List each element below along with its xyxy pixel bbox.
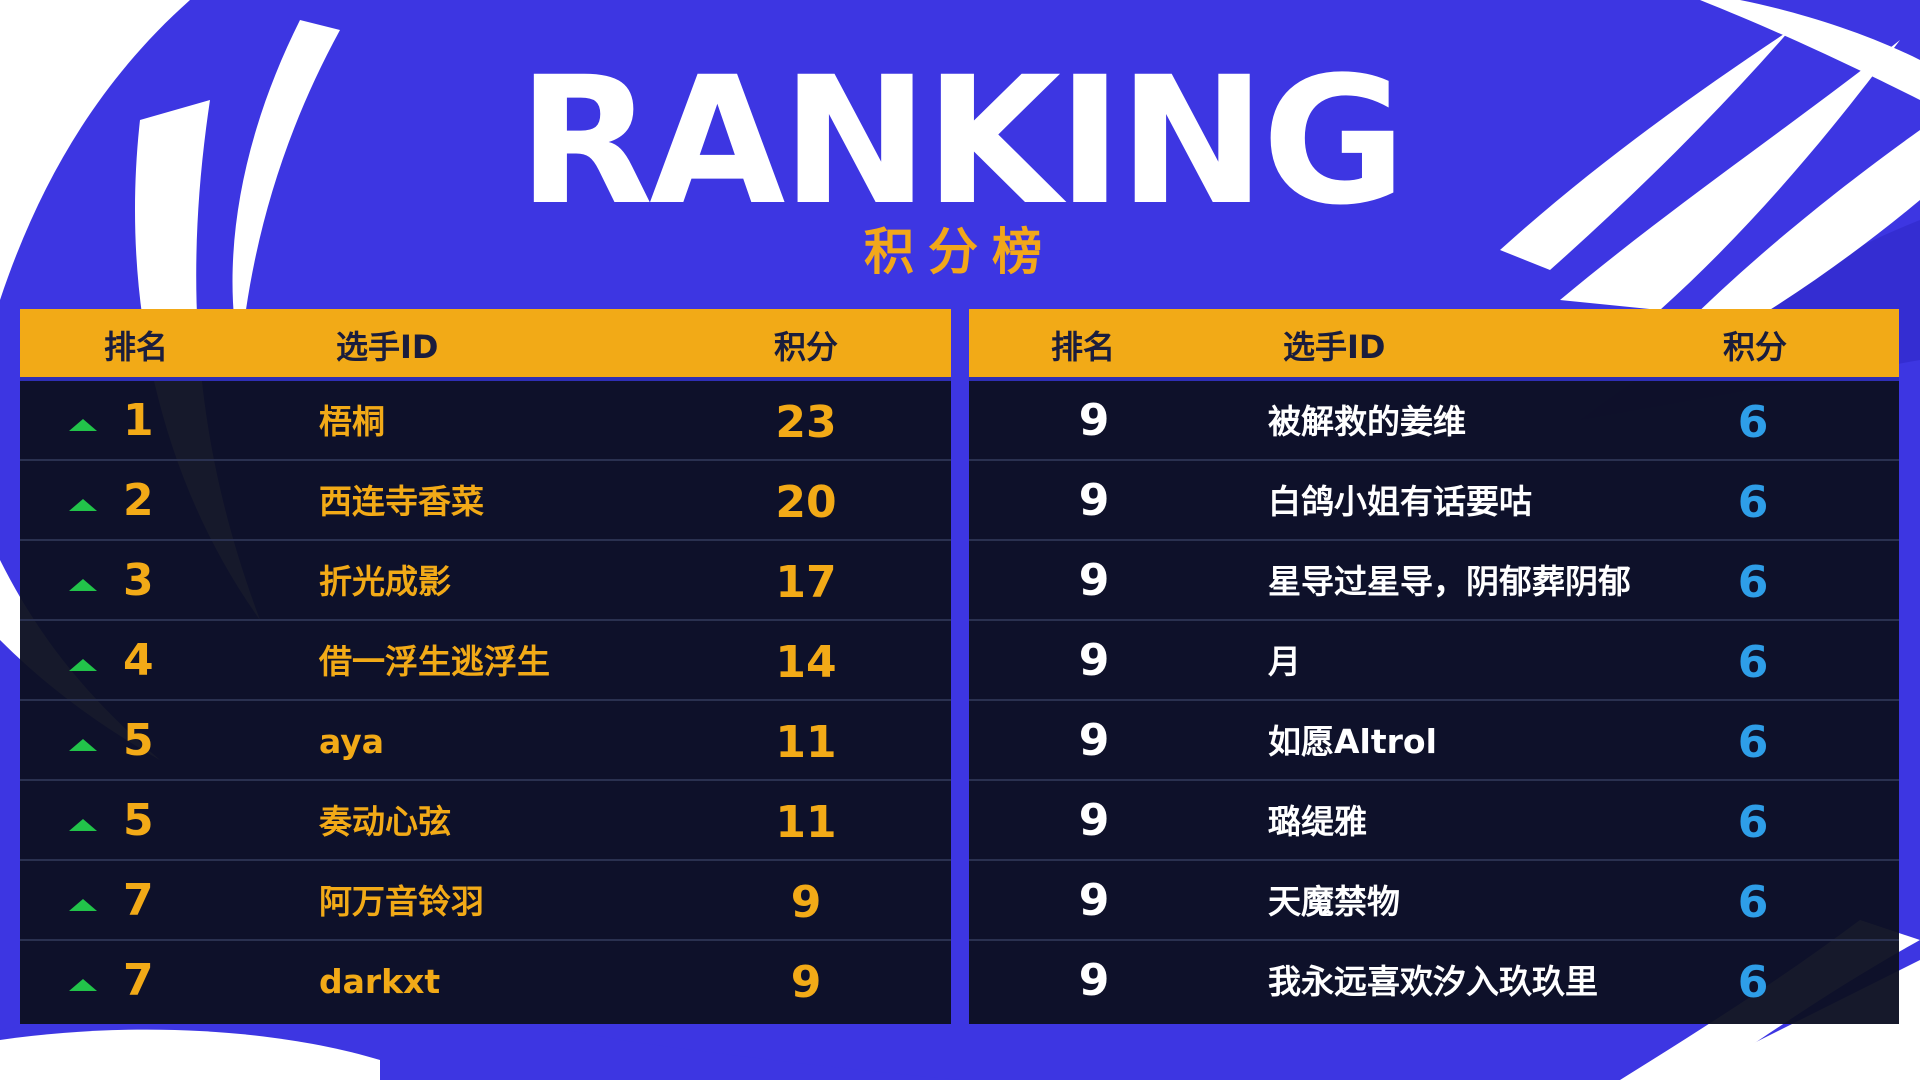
table-row: 3 折光成影 17 [20, 541, 951, 621]
table-row: 5 aya 11 [20, 701, 951, 781]
up-arrow-icon [69, 819, 97, 831]
player-id: 奏动心弦 [319, 802, 451, 841]
score-value: 6 [1737, 717, 1769, 768]
score-value: 6 [1737, 637, 1769, 688]
rank-value: 3 [123, 555, 154, 606]
rank-value: 2 [123, 475, 154, 526]
score-value: 9 [790, 957, 822, 1008]
player-id: 月 [1268, 642, 1301, 681]
rank-value: 7 [123, 955, 154, 1006]
player-id: 天魔禁物 [1268, 882, 1400, 921]
up-arrow-icon [69, 499, 97, 511]
rank-value: 9 [1078, 635, 1110, 686]
score-value: 6 [1737, 557, 1769, 608]
score-value: 11 [775, 797, 837, 848]
page-title: RANKING [517, 39, 1407, 244]
player-id: 我永远喜欢汐入玖玖里 [1268, 962, 1598, 1001]
table-row: 9 如愿Altrol 6 [969, 701, 1899, 781]
table-header: 排名 选手ID 积分 [969, 309, 1899, 381]
player-id: darkxt [319, 962, 441, 1001]
up-arrow-icon [69, 579, 97, 591]
score-value: 11 [775, 717, 837, 768]
up-arrow-icon [69, 899, 97, 911]
rank-value: 9 [1078, 875, 1110, 926]
table-row: 7 阿万音铃羽 9 [20, 861, 951, 941]
header-player-id: 选手ID [1283, 328, 1386, 366]
up-arrow-icon [69, 419, 97, 431]
table-row: 9 璐缇雅 6 [969, 781, 1899, 861]
score-value: 6 [1737, 877, 1769, 928]
table-row: 5 奏动心弦 11 [20, 781, 951, 861]
score-value: 23 [775, 397, 837, 448]
table-row: 4 借一浮生逃浮生 14 [20, 621, 951, 701]
table-row: 2 西连寺香菜 20 [20, 461, 951, 541]
header-score: 积分 [1723, 328, 1788, 366]
player-id: 璐缇雅 [1268, 802, 1367, 841]
header-score: 积分 [774, 328, 839, 366]
rank-value: 9 [1078, 715, 1110, 766]
player-id: 借一浮生逃浮生 [319, 642, 550, 681]
rank-value: 5 [123, 795, 154, 846]
up-arrow-icon [69, 979, 97, 991]
score-value: 20 [775, 477, 837, 528]
rank-value: 9 [1078, 395, 1110, 446]
player-id: 如愿Altrol [1268, 722, 1437, 761]
table-body: 9 被解救的姜维 6 9 白鸽小姐有话要咕 6 9 星导过星导，阴郁葬阴郁 6 … [969, 381, 1899, 1024]
rank-value: 1 [123, 395, 154, 446]
player-id: 星导过星导，阴郁葬阴郁 [1268, 562, 1631, 601]
up-arrow-icon [69, 659, 97, 671]
score-value: 6 [1737, 957, 1769, 1008]
table-header: 排名 选手ID 积分 [20, 309, 951, 381]
rank-value: 9 [1078, 475, 1110, 526]
score-value: 6 [1737, 477, 1769, 528]
score-value: 9 [790, 877, 822, 928]
rank-value: 9 [1078, 555, 1110, 606]
player-id: 折光成影 [319, 562, 451, 601]
player-id: 梧桐 [319, 402, 385, 441]
up-arrow-icon [69, 739, 97, 751]
table-row: 7 darkxt 9 [20, 941, 951, 1021]
table-row: 9 被解救的姜维 6 [969, 381, 1899, 461]
page-subtitle: 积分榜 [864, 223, 1056, 281]
table-body: 1 梧桐 23 2 西连寺香菜 20 3 折光成影 17 4 借一浮生逃浮生 1… [20, 381, 951, 1024]
rank-value: 9 [1078, 955, 1110, 1006]
score-value: 6 [1737, 397, 1769, 448]
score-value: 17 [775, 557, 837, 608]
ranking-table-right: 排名 选手ID 积分 9 被解救的姜维 6 9 白鸽小姐有话要咕 6 9 星导过… [969, 309, 1899, 1024]
ranking-table-left: 排名 选手ID 积分 1 梧桐 23 2 西连寺香菜 20 3 折光成影 17 [20, 309, 951, 1024]
table-row: 9 天魔禁物 6 [969, 861, 1899, 941]
table-row: 9 我永远喜欢汐入玖玖里 6 [969, 941, 1899, 1021]
rank-value: 7 [123, 875, 154, 926]
rank-value: 4 [123, 635, 154, 686]
table-row: 1 梧桐 23 [20, 381, 951, 461]
table-row: 9 月 6 [969, 621, 1899, 701]
player-id: 阿万音铃羽 [319, 882, 484, 921]
player-id: 白鸽小姐有话要咕 [1268, 482, 1532, 521]
header-rank: 排名 [104, 328, 169, 366]
header-player-id: 选手ID [336, 328, 439, 366]
rank-value: 9 [1078, 795, 1110, 846]
header-rank: 排名 [1051, 328, 1116, 366]
score-value: 14 [775, 637, 837, 688]
table-row: 9 星导过星导，阴郁葬阴郁 6 [969, 541, 1899, 621]
player-id: 被解救的姜维 [1268, 402, 1466, 441]
player-id: 西连寺香菜 [319, 482, 484, 521]
player-id: aya [319, 722, 385, 761]
table-row: 9 白鸽小姐有话要咕 6 [969, 461, 1899, 541]
score-value: 6 [1737, 797, 1769, 848]
rank-value: 5 [123, 715, 154, 766]
